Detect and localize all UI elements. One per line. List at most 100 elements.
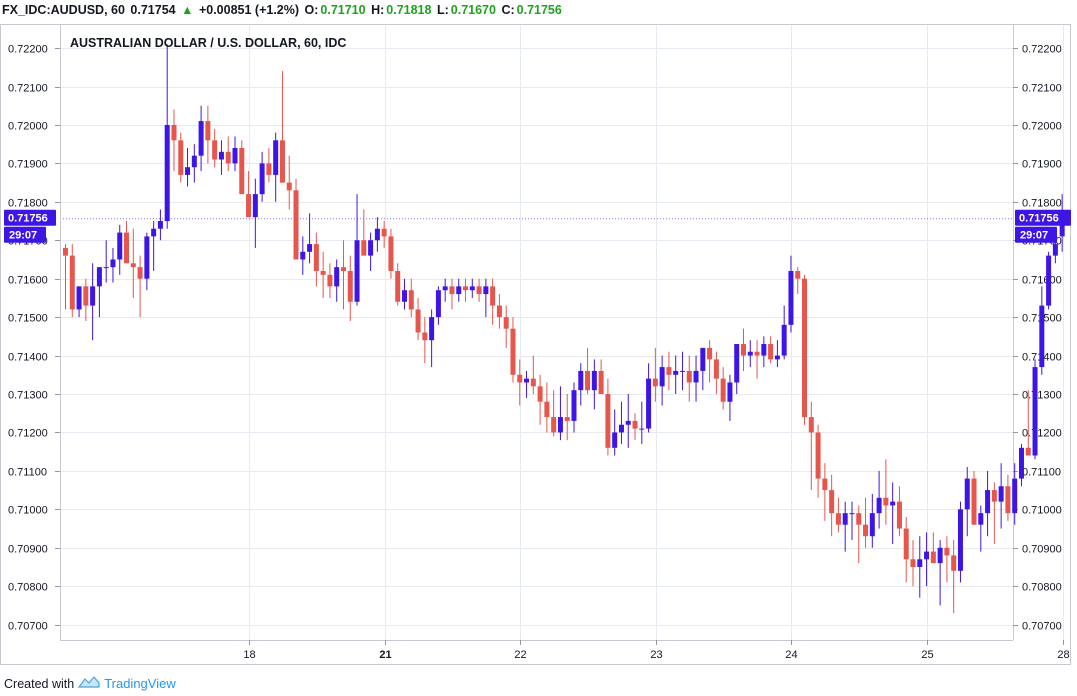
y-tick-label-right: 0.71200	[1022, 428, 1062, 440]
candle-down	[408, 290, 414, 310]
chart-title: AUSTRALIAN DOLLAR / U.S. DOLLAR, 60, IDC	[70, 36, 346, 50]
candle-down	[835, 513, 841, 525]
candle-up	[774, 355, 780, 360]
candle-down	[490, 286, 496, 306]
candle-up	[612, 432, 618, 448]
y-tick-label-right: 0.70800	[1022, 582, 1062, 594]
last-price: 0.71754	[130, 3, 176, 17]
candle-up	[693, 370, 699, 383]
candle-up	[252, 194, 258, 218]
y-tick-label-left: 0.70800	[8, 582, 48, 594]
candle-up	[456, 286, 462, 295]
candle-up	[76, 286, 82, 310]
candle-up	[1032, 367, 1038, 456]
candle-up	[110, 259, 116, 268]
candle-up	[1046, 255, 1052, 306]
x-tick-label: 28	[1057, 649, 1069, 661]
candle-down	[212, 140, 218, 160]
right-price-axis[interactable]: 0.72200 0.72100 0.72000 0.71900 0.71800 0.717…	[1013, 44, 1062, 633]
candle-up	[191, 155, 197, 168]
candle-down	[605, 394, 611, 448]
x-tick-label: 22	[514, 649, 526, 661]
x-tick-label: 25	[921, 649, 933, 661]
candle-down	[883, 497, 889, 506]
candle-down	[795, 271, 801, 279]
close-label: C:	[501, 3, 515, 17]
candle-down	[632, 420, 638, 429]
right-price-badge-text: 0.71756	[1019, 213, 1059, 225]
up-arrow-icon: ▲	[181, 3, 194, 17]
candle-up	[924, 551, 930, 560]
y-tick-label-right: 0.71000	[1022, 505, 1062, 517]
candle-down	[564, 417, 570, 421]
y-tick-label-left: 0.71100	[8, 467, 47, 479]
y-tick-label-right: 0.71100	[1022, 467, 1061, 479]
candle-down	[313, 244, 319, 271]
candle-up	[727, 382, 733, 402]
candle-up	[469, 286, 475, 291]
candle-down	[666, 367, 672, 375]
candle-down	[422, 332, 428, 341]
candle-down	[815, 432, 821, 479]
left-price-badge-text: 0.71756	[8, 213, 48, 225]
y-tick-label-left: 0.71900	[8, 159, 48, 171]
footer: Created with TradingView	[4, 675, 176, 692]
candle-down	[707, 347, 713, 360]
candle-down	[69, 255, 75, 310]
symbol-name[interactable]: FX_IDC:AUDUSD, 60	[2, 3, 125, 17]
candle-down	[178, 140, 184, 175]
candle-up	[117, 232, 123, 260]
time-axis[interactable]: 18 21 22 23 24 25 28	[243, 640, 1070, 661]
candle-up	[876, 497, 882, 514]
y-tick-label-right: 0.71900	[1022, 159, 1062, 171]
open-label: O:	[304, 3, 319, 17]
tradingview-brand[interactable]: TradingView	[104, 676, 176, 691]
candle-up	[144, 236, 150, 279]
candle-down	[171, 124, 177, 141]
left-price-badge	[4, 209, 56, 226]
candle-down	[896, 501, 902, 529]
candle-down	[971, 478, 977, 525]
y-tick-label-right: 0.71300	[1022, 390, 1062, 402]
candle-down	[1025, 447, 1031, 456]
candle-up	[964, 478, 970, 510]
candle-up	[1039, 305, 1045, 368]
candle-up	[679, 370, 685, 372]
candle-down	[768, 344, 774, 360]
candle-down	[293, 190, 299, 260]
price-badges: 0.71756 29:07 0.71756 29:07	[4, 209, 1071, 243]
candle-up	[232, 148, 238, 164]
y-tick-label-left: 0.70900	[8, 544, 48, 556]
change-value: +0.00851 (+1.2%)	[198, 3, 300, 17]
candle-down	[537, 386, 543, 402]
candle-up	[524, 378, 530, 383]
candle-up	[917, 559, 923, 567]
left-price-axis[interactable]: 0.72200 0.72100 0.72000 0.71900 0.71800 0.717…	[8, 44, 60, 633]
candle-down	[517, 374, 523, 383]
candle-up	[1018, 447, 1024, 479]
candle-down	[205, 121, 211, 141]
candle-down	[808, 417, 814, 433]
candle-down	[686, 370, 692, 383]
tradingview-logo-icon[interactable]	[77, 675, 100, 692]
candle-up	[761, 344, 767, 356]
candle-up	[435, 290, 441, 318]
y-tick-label-left: 0.71000	[8, 505, 48, 517]
candle-down	[449, 286, 455, 295]
candle-up	[998, 486, 1004, 502]
chart-frame	[0, 24, 1071, 665]
candle-up	[734, 344, 740, 383]
candle-up	[700, 347, 706, 371]
y-tick-label-right: 0.71800	[1022, 198, 1062, 210]
x-tick-label: 18	[243, 649, 255, 661]
candle-up	[618, 424, 624, 433]
price-chart[interactable]: 0.722000.721000.720000.719000.718000.717…	[0, 0, 1077, 672]
y-tick-label-left: 0.72000	[8, 121, 48, 133]
y-tick-label-right: 0.71600	[1022, 275, 1062, 287]
candle-up	[985, 490, 991, 514]
candle-down	[266, 163, 272, 175]
candle-down	[910, 559, 916, 567]
candle-up	[402, 290, 407, 302]
candle-down	[130, 263, 136, 268]
candle-up	[273, 140, 279, 175]
